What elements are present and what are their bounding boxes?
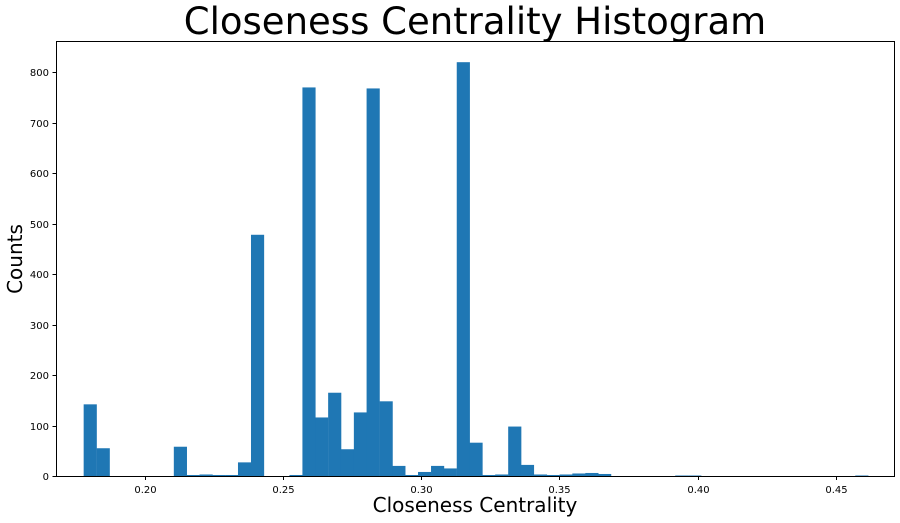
histogram-bar: [495, 474, 509, 476]
y-tick-label: 100: [30, 422, 49, 433]
y-tick-label: 500: [30, 220, 49, 231]
x-tick-label: 0.35: [548, 485, 570, 496]
histogram-bar: [572, 473, 586, 476]
histogram-bar: [96, 448, 110, 476]
y-tick-label: 300: [30, 321, 49, 332]
y-axis-ticks: 0 100 200 300 400 500 600 700 800: [30, 68, 57, 483]
histogram-bar: [533, 474, 548, 476]
y-tick-label: 600: [30, 169, 49, 180]
histogram-bar: [340, 449, 355, 476]
histogram-bar: [315, 417, 329, 476]
histogram-bar: [546, 474, 560, 476]
histogram-bar: [302, 87, 316, 477]
y-tick-label: 700: [30, 119, 49, 130]
histogram-bar: [328, 392, 342, 476]
histogram-bar: [289, 474, 303, 476]
histogram-bar: [392, 465, 406, 476]
chart-title: Closeness Centrality Histogram: [183, 0, 767, 43]
y-tick-label: 0: [43, 472, 49, 483]
histogram-bar: [508, 426, 522, 476]
histogram-bar: [855, 475, 869, 477]
histogram-bar: [443, 468, 457, 476]
histogram-bar: [353, 412, 368, 476]
histogram-bar: [186, 474, 200, 476]
histogram-bar: [225, 474, 239, 476]
x-axis-label: Closeness Centrality: [373, 493, 578, 517]
y-tick-label: 200: [30, 371, 49, 382]
x-axis-ticks: 0.20 0.25 0.30 0.35 0.40 0.45: [134, 476, 848, 496]
histogram-bar: [418, 471, 432, 476]
histogram-bar: [173, 446, 187, 476]
bars-layer: [83, 62, 869, 477]
y-tick-label: 400: [30, 270, 49, 281]
histogram-bar: [199, 474, 213, 476]
histogram-bar: [456, 62, 470, 476]
histogram-bar: [366, 88, 380, 476]
y-axis-label: Counts: [3, 224, 27, 294]
x-tick-label: 0.45: [825, 485, 847, 496]
y-tick-label: 800: [30, 68, 49, 79]
histogram-bar: [212, 474, 226, 476]
histogram-bar: [379, 401, 393, 476]
plot-frame: [56, 41, 895, 477]
histogram-bar: [237, 462, 252, 476]
x-tick-label: 0.30: [410, 485, 432, 496]
x-tick-label: 0.25: [272, 485, 294, 496]
histogram-bar: [688, 475, 702, 477]
histogram-bar: [598, 473, 612, 476]
histogram-bar: [559, 474, 573, 476]
histogram-bar: [482, 474, 496, 476]
histogram-bar: [250, 234, 265, 476]
x-tick-label: 0.20: [134, 485, 156, 496]
histogram-bar: [405, 474, 419, 476]
histogram-bar: [585, 472, 599, 476]
histogram-bar: [431, 465, 445, 476]
x-tick-label: 0.40: [687, 485, 709, 496]
histogram-bar: [675, 475, 689, 477]
histogram-bar: [520, 464, 535, 476]
histogram-bar: [83, 404, 97, 476]
histogram-bar: [469, 442, 483, 476]
